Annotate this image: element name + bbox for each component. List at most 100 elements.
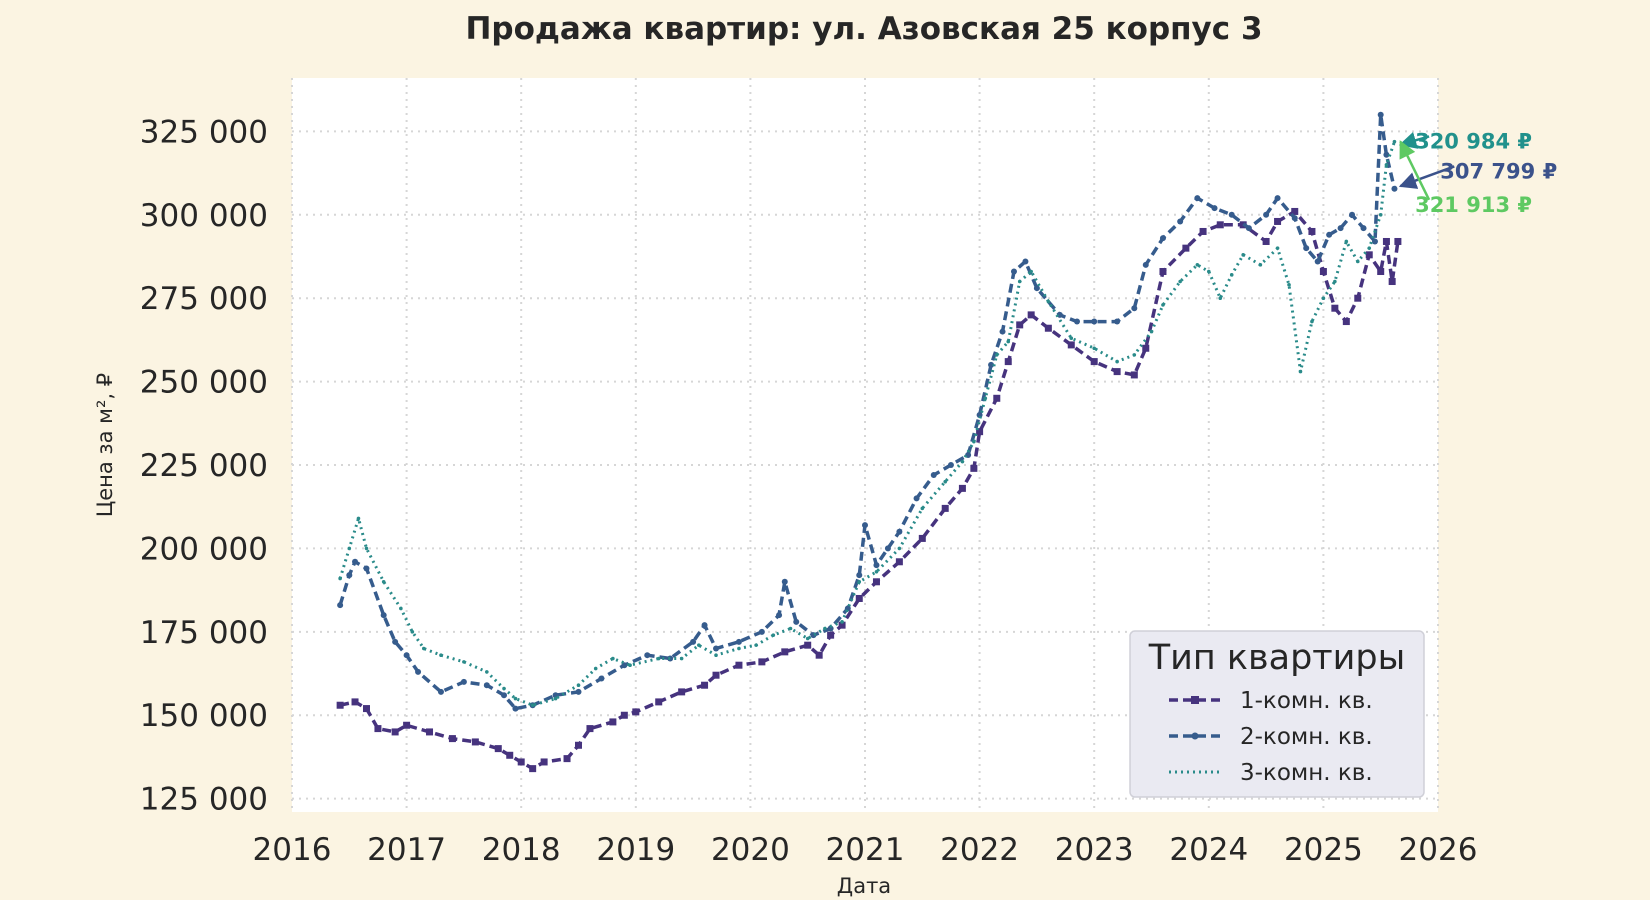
data-point: [815, 651, 823, 659]
annotations: 320 984 ₽ 307 799 ₽ 321 913 ₽: [1398, 129, 1557, 217]
data-point: [1195, 263, 1200, 267]
data-point: [737, 646, 741, 651]
data-point: [506, 751, 514, 759]
data-point: [1142, 344, 1150, 352]
data-point: [988, 361, 995, 368]
data-point: [976, 411, 983, 418]
data-point: [918, 534, 926, 542]
data-point: [1274, 217, 1282, 225]
data-point: [713, 645, 720, 652]
data-point: [403, 652, 410, 659]
x-tick-label: 2017: [367, 832, 446, 868]
data-point: [1092, 346, 1096, 351]
legend-title: Тип квартиры: [1148, 638, 1406, 678]
x-axis: 2016 2017 2018 2019 2020 2021 2022 2023 2024 2025…: [253, 832, 1478, 868]
data-point: [1258, 263, 1263, 267]
data-point: [735, 661, 743, 669]
data-point: [1371, 238, 1378, 245]
data-point: [873, 562, 880, 569]
data-point: [823, 626, 827, 631]
data-point: [697, 643, 701, 647]
x-tick-label: 2016: [253, 832, 332, 868]
data-point: [1241, 253, 1245, 257]
data-point: [1114, 318, 1121, 325]
data-point: [1029, 269, 1033, 274]
data-point: [701, 622, 708, 629]
data-point: [460, 678, 467, 685]
data-point: [896, 528, 903, 535]
data-point: [1159, 235, 1166, 242]
x-tick-label: 2018: [482, 832, 561, 868]
x-tick-label: 2021: [826, 832, 905, 868]
data-point: [593, 666, 598, 671]
data-point: [1115, 359, 1119, 364]
y-tick-label: 225 000: [140, 448, 268, 484]
data-point: [690, 638, 697, 645]
series-layer: [336, 111, 1402, 773]
data-point: [1394, 237, 1402, 245]
data-point: [913, 495, 920, 502]
data-point: [575, 688, 582, 695]
data-point: [1004, 358, 1012, 366]
data-point: [960, 459, 965, 464]
data-point: [352, 558, 359, 565]
data-point: [827, 631, 835, 639]
data-point: [920, 506, 925, 511]
data-point: [1056, 311, 1063, 318]
data-point: [1130, 371, 1138, 379]
data-point: [628, 663, 632, 667]
data-point: [517, 758, 525, 766]
data-point: [611, 656, 615, 661]
data-point: [576, 683, 581, 688]
chart-title: Продажа квартир: ул. Азовская 25 корпус …: [465, 11, 1262, 47]
data-point: [1331, 304, 1339, 312]
y-tick-label: 250 000: [140, 365, 268, 401]
data-point: [678, 688, 686, 696]
data-point: [1016, 321, 1024, 329]
data-point: [347, 546, 352, 551]
data-point: [1017, 279, 1022, 284]
annotation-label: 321 913 ₽: [1415, 193, 1532, 217]
data-point: [362, 705, 370, 713]
data-point: [874, 569, 879, 574]
data-point: [897, 546, 902, 551]
data-point: [1314, 258, 1321, 265]
data-point: [1159, 268, 1167, 276]
data-point: [679, 656, 684, 661]
data-point: [947, 462, 954, 469]
data-point: [1291, 215, 1298, 222]
data-point: [1033, 285, 1040, 292]
data-point: [1022, 258, 1029, 265]
y-axis: 125 000 150 000 175 000 200 000 225 000 250 0…: [140, 114, 268, 817]
data-point: [656, 656, 661, 661]
data-point: [1067, 341, 1075, 349]
annotation-arrow: [1398, 165, 1455, 189]
data-point: [1274, 195, 1281, 202]
x-tick-label: 2019: [596, 832, 675, 868]
data-point: [483, 682, 490, 689]
data-point: [793, 618, 800, 625]
data-point: [437, 688, 444, 695]
legend: Тип квартиры 1-комн. кв. 2-комн. кв. 3-ком…: [1129, 630, 1425, 798]
y-axis-label: Цена за м², ₽: [93, 373, 117, 517]
x-tick-label: 2025: [1284, 832, 1363, 868]
data-point: [448, 735, 456, 743]
data-point: [1355, 259, 1360, 264]
data-point: [1298, 369, 1303, 374]
data-point: [788, 626, 793, 631]
data-point: [1383, 151, 1390, 158]
data-point: [1326, 231, 1333, 238]
data-point: [941, 504, 949, 512]
data-point: [392, 638, 399, 645]
data-point: [1377, 111, 1384, 118]
data-point: [1090, 358, 1098, 366]
data-point: [735, 638, 742, 645]
data-point: [781, 578, 788, 585]
data-point: [364, 546, 369, 551]
data-point: [1207, 269, 1211, 274]
data-point: [1342, 318, 1350, 326]
data-point: [771, 633, 776, 637]
data-point: [884, 545, 891, 552]
data-point: [701, 681, 709, 689]
y-tick-label: 275 000: [140, 281, 268, 317]
